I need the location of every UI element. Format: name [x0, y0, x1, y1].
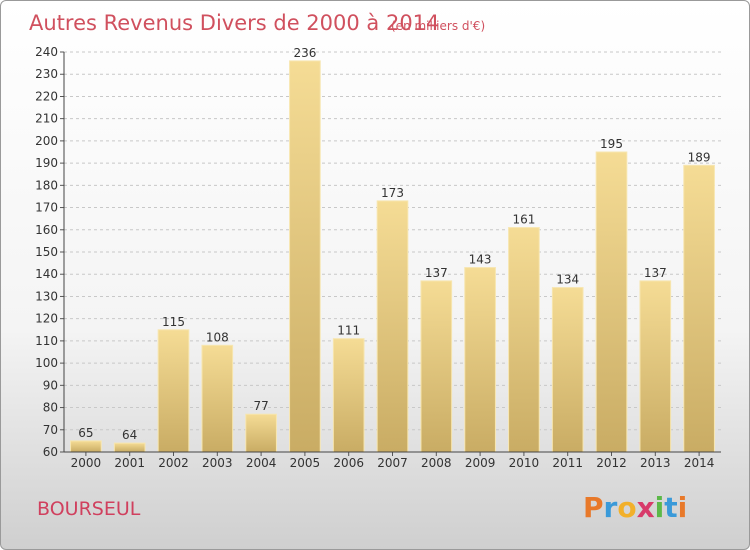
- y-tick-label: 80: [43, 401, 58, 415]
- logo-letter: x: [637, 491, 655, 524]
- y-tick-label: 90: [43, 378, 58, 392]
- x-tick-label: 2008: [421, 456, 452, 470]
- data-label: 236: [293, 46, 316, 60]
- data-label: 134: [556, 273, 579, 287]
- bar: [245, 413, 277, 453]
- x-axis-ticks: 2000 2001 2002 2003 2004 2005 2006 2007 2008 2009…: [71, 452, 715, 470]
- y-tick-label: 220: [35, 89, 58, 103]
- x-tick-label: 2005: [290, 456, 321, 470]
- x-tick-label: 2009: [465, 456, 496, 470]
- y-tick-label: 70: [43, 423, 58, 437]
- data-label: 111: [337, 324, 360, 338]
- y-tick-label: 150: [35, 245, 58, 259]
- y-tick-label: 170: [35, 201, 58, 215]
- bar: [639, 280, 672, 453]
- x-tick-label: 2003: [202, 456, 233, 470]
- bar: [113, 442, 146, 453]
- y-tick-label: 210: [35, 112, 58, 126]
- bar: [376, 200, 409, 453]
- x-tick-label: 2012: [596, 456, 627, 470]
- data-label: 64: [122, 428, 137, 442]
- y-tick-label: 100: [35, 356, 58, 370]
- y-tick-label: 160: [35, 223, 58, 237]
- chart-subtitle: (en milliers d'€): [391, 19, 485, 33]
- y-tick-label: 230: [35, 67, 58, 81]
- data-label: 77: [253, 399, 268, 413]
- proxiti-logo: Proxiti: [583, 491, 687, 524]
- x-tick-label: 2011: [552, 456, 583, 470]
- data-label: 108: [206, 330, 229, 344]
- bar: [464, 267, 496, 453]
- y-tick-label: 190: [35, 156, 58, 170]
- y-tick-label: 120: [35, 312, 58, 326]
- data-label: 137: [425, 266, 448, 280]
- x-tick-label: 2002: [158, 456, 189, 470]
- data-label: 115: [162, 315, 185, 329]
- bar: [420, 280, 453, 453]
- commune-name: BOURSEUL: [37, 498, 141, 520]
- logo-letter: i: [678, 491, 688, 524]
- data-label: 195: [600, 137, 623, 151]
- data-label: 65: [78, 426, 93, 440]
- y-tick-label: 180: [35, 178, 58, 192]
- bar: [157, 329, 190, 453]
- logo-letter: r: [604, 491, 618, 524]
- bars: 65 64 115 108 77 236 111 173 137 143 161 134 195 137 1…: [70, 46, 715, 453]
- bar: [508, 227, 540, 453]
- bar: [332, 338, 365, 453]
- y-tick-label: 200: [35, 134, 58, 148]
- logo-letter: t: [664, 491, 677, 524]
- bar: [70, 440, 102, 453]
- logo-letter: o: [617, 491, 636, 524]
- chart-title: Autres Revenus Divers de 2000 à 2014: [29, 11, 439, 35]
- x-tick-label: 2010: [509, 456, 540, 470]
- x-tick-label: 2004: [246, 456, 277, 470]
- data-label: 173: [381, 186, 404, 200]
- x-tick-label: 2001: [114, 456, 145, 470]
- logo-letter: i: [655, 491, 665, 524]
- y-tick-label: 60: [43, 445, 58, 459]
- x-tick-label: 2014: [684, 456, 715, 470]
- y-tick-label: 110: [35, 334, 58, 348]
- data-label: 189: [688, 150, 711, 164]
- x-tick-label: 2000: [71, 456, 102, 470]
- x-tick-label: 2007: [377, 456, 408, 470]
- bar: [595, 151, 628, 453]
- logo-letter: P: [583, 491, 604, 524]
- x-tick-label: 2013: [640, 456, 671, 470]
- y-tick-label: 140: [35, 267, 58, 281]
- data-label: 137: [644, 266, 667, 280]
- data-label: 161: [512, 213, 535, 227]
- bar: [683, 164, 715, 453]
- bar: [289, 60, 321, 453]
- y-tick-label: 240: [35, 45, 58, 59]
- bar: [551, 287, 584, 453]
- data-label: 143: [469, 253, 492, 267]
- bar: [201, 344, 234, 453]
- y-tick-label: 130: [35, 289, 58, 303]
- x-tick-label: 2006: [333, 456, 364, 470]
- y-axis-ticks: 60 70 80 90 100 110 120 130 140 150 160 170 180 190 20…: [35, 45, 64, 459]
